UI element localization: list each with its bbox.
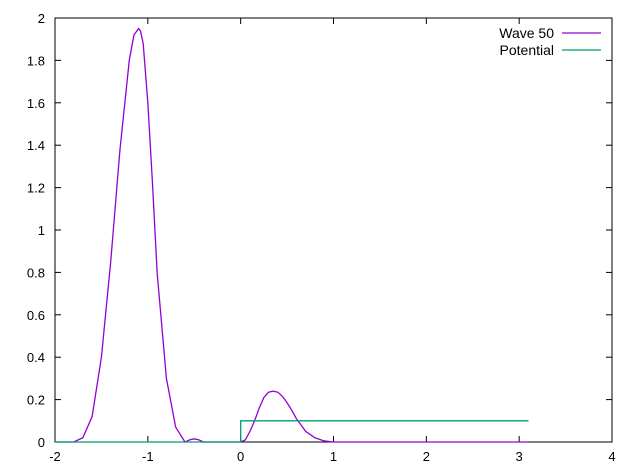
y-tick-label: 0 [38,435,45,450]
x-tick-label: -2 [49,449,61,464]
y-tick-label: 2 [38,11,45,26]
legend-label: Wave 50 [499,25,554,41]
y-tick-label: 1.6 [27,96,45,111]
y-tick-label: 1.8 [27,53,45,68]
y-tick-label: 0.6 [27,308,45,323]
x-tick-label: 3 [516,449,523,464]
x-tick-label: 0 [237,449,244,464]
y-tick-label: 0.2 [27,393,45,408]
y-tick-label: 0.4 [27,350,45,365]
series-line-0 [55,27,529,443]
y-tick-label: 1.4 [27,138,45,153]
x-tick-label: -1 [142,449,154,464]
y-tick-label: 1 [38,223,45,238]
y-tick-label: 1.2 [27,181,45,196]
y-tick-labels: 0 0.2 0.4 0.6 0.8 1 1.2 1.4 1.6 1.8 2 [27,11,45,450]
x-tick-label: 4 [608,449,615,464]
x-tick-labels: -2 -1 0 1 2 3 4 [49,449,615,464]
y-tick-label: 0.8 [27,265,45,280]
x-tick-label: 2 [423,449,430,464]
legend-label: Potential [500,42,554,58]
axis-ticks [54,17,613,443]
series-line-1 [55,420,529,443]
x-tick-label: 1 [330,449,337,464]
plot-frame [54,17,613,443]
series-lines [55,27,529,443]
